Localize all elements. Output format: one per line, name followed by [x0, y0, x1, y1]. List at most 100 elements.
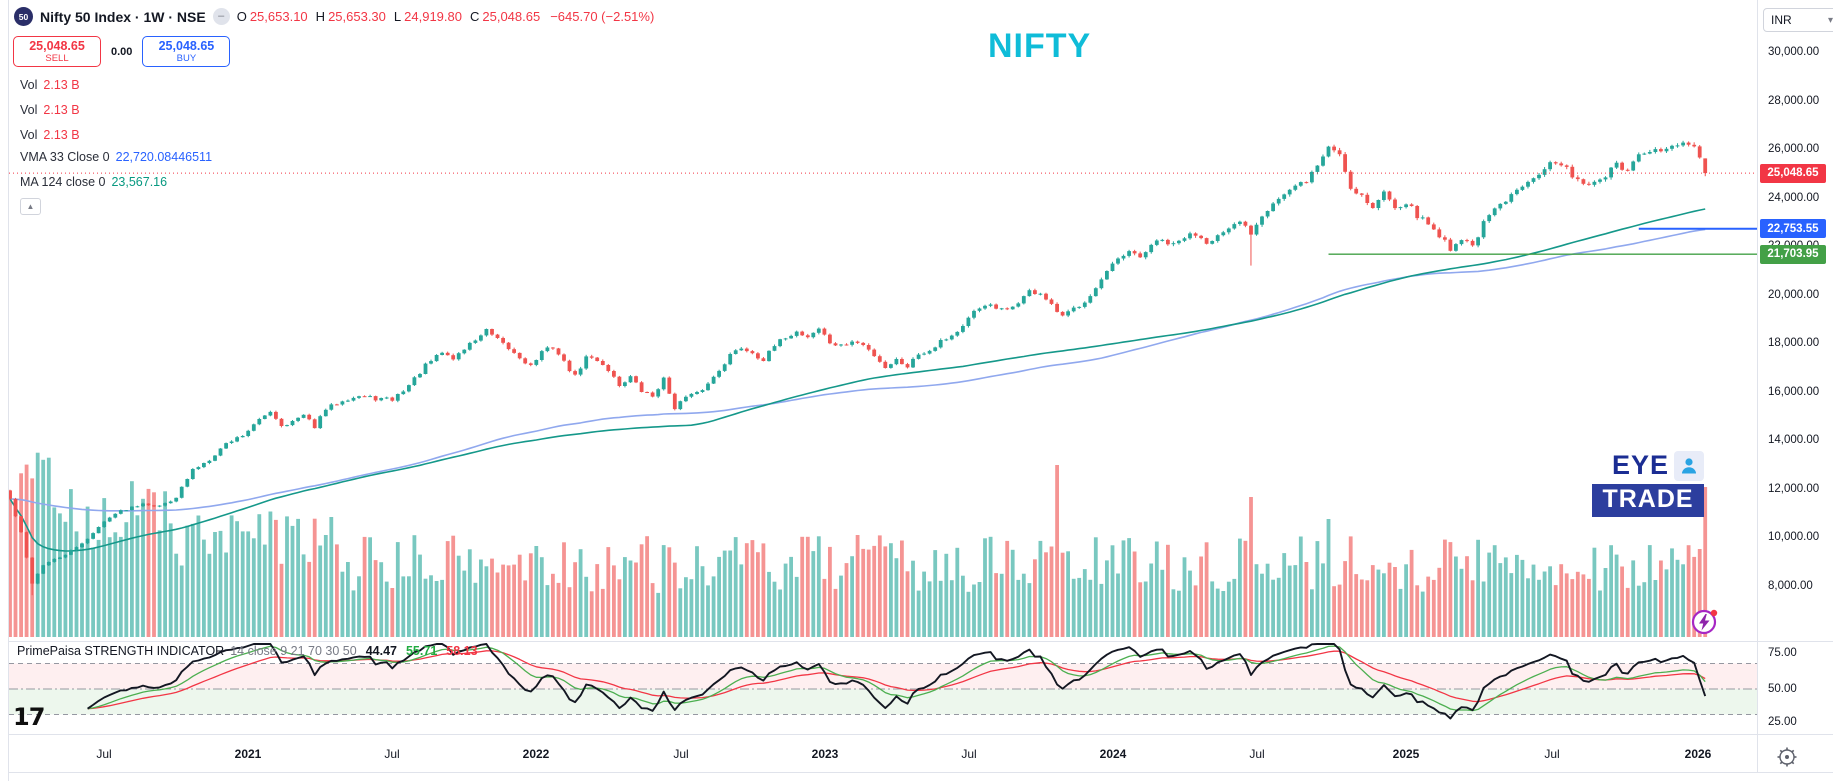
vma33-line[interactable]	[9, 228, 1706, 512]
price-axis-label: 14,000.00	[1768, 434, 1820, 446]
price-badge: 21,703.95	[1760, 244, 1826, 264]
legend-row[interactable]: MA 124 close 0 23,567.16	[20, 175, 167, 189]
symbol-title[interactable]: Nifty 50 Index · 1W · NSE	[40, 8, 206, 25]
price-axis-label: 30,000.00	[1768, 46, 1820, 58]
time-axis-label: 2025	[1392, 747, 1420, 761]
price-axis-label: 20,000.00	[1768, 288, 1820, 301]
legend-label: Vol	[20, 103, 38, 117]
collapse-legend-button[interactable]: ▲	[20, 198, 41, 215]
ohlc-values: O 25,653.10 H 25,653.30 L 24,919.80 C 25,048.65…	[237, 9, 655, 24]
legend-label: Vol	[20, 128, 38, 142]
symbol-logo: 50	[14, 7, 33, 26]
quick-trade-bolt-icon[interactable]	[1690, 606, 1720, 636]
time-axis-label: Jul	[1544, 747, 1560, 761]
logo-text-trade: TRADE	[1592, 484, 1704, 517]
ohlc-key: L	[393, 9, 402, 24]
bottom-separator	[0, 772, 1833, 773]
logo-text-eye: EYE	[1611, 450, 1669, 480]
ma124-line[interactable]	[9, 208, 1706, 552]
ohlc-value: 24,919.80	[404, 9, 462, 24]
indicator-value: 55.71	[405, 644, 438, 658]
ohlc-key: H	[315, 9, 326, 24]
time-axis-label: Jul	[673, 747, 689, 761]
price-axis-border	[1757, 0, 1758, 772]
gear-icon[interactable]	[1776, 746, 1798, 768]
indicator-axis-label: 50.00	[1768, 683, 1797, 695]
indicator-title: PrimePaisa STRENGTH INDICATOR	[17, 644, 225, 658]
indicator-value: 58.13	[446, 644, 478, 658]
legend-row[interactable]: Vol 2.13 B	[20, 78, 80, 92]
hide-indicator-icon[interactable]: –	[212, 8, 230, 25]
legend-row[interactable]: Vol 2.13 B	[20, 103, 80, 117]
strength-fast-line[interactable]	[87, 645, 1706, 712]
price-axis-label: 8,000.00	[1768, 579, 1813, 592]
time-axis-label: 2023	[811, 747, 839, 761]
sell-button[interactable]: 25,048.65 SELL	[13, 36, 101, 67]
spread-value: 0.00	[111, 45, 133, 58]
ohlc-value: 25,653.10	[249, 9, 308, 24]
legend-value: 23,567.16	[111, 175, 168, 189]
time-axis[interactable]: Jul 2021 Jul 2022 Jul 2023 Jul 2024 Jul 2025 Jul 20…	[0, 735, 1757, 772]
time-axis-label: 2026	[1684, 747, 1712, 761]
symbol-header: 50 Nifty 50 Index · 1W · NSE – O 25,653.1…	[14, 7, 654, 26]
legend-label: VMA 33 Close 0	[20, 150, 110, 164]
price-axis-label: 26,000.00	[1768, 143, 1820, 155]
legend-row[interactable]: VMA 33 Close 0 22,720.08446511	[20, 150, 212, 164]
price-axis-label: 24,000.00	[1768, 191, 1820, 204]
trade-panel: 25,048.65 SELL 0.00 25,048.65 BUY	[13, 36, 231, 67]
indicator-axis-label: 75.00	[1768, 647, 1797, 660]
time-axis-label: Jul	[1249, 747, 1265, 761]
price-badge: 22,753.55	[1760, 219, 1826, 239]
strength-main-line[interactable]	[87, 643, 1707, 720]
candlesticks	[8, 140, 1708, 596]
time-axis-label: Jul	[96, 747, 112, 761]
price-axis[interactable]: INR ▾ 30,000.00 28,000.00 26,000.00 24,000.…	[1758, 0, 1833, 733]
tradingview-logo: 17	[13, 703, 45, 731]
indicator-value: 44.47	[365, 644, 397, 658]
pane-separator[interactable]	[0, 641, 1833, 642]
volume-bars	[8, 452, 1708, 637]
time-axis-label: Jul	[961, 747, 977, 761]
price-axis-label: 10,000.00	[1768, 531, 1820, 543]
time-axis-label: 2021	[234, 747, 262, 761]
legend-value: 22,720.08446511	[115, 150, 213, 164]
price-axis-label: 28,000.00	[1768, 94, 1820, 107]
time-axis-label: Jul	[384, 747, 400, 761]
time-axis-label: 2022	[522, 747, 550, 761]
sell-price: 25,048.65	[29, 38, 85, 53]
person-icon	[1674, 450, 1704, 481]
ohlc-value: 25,048.65	[482, 9, 541, 24]
left-toolbar-edge	[0, 0, 9, 781]
legend-value: 2.13 B	[43, 128, 80, 142]
lower-band-fill	[9, 689, 1757, 715]
price-axis-label: 16,000.00	[1768, 385, 1820, 398]
legend-label: Vol	[20, 78, 38, 92]
ohlc-key: O	[236, 9, 247, 24]
price-badge: 25,048.65	[1760, 163, 1826, 183]
time-axis-label: 2024	[1099, 747, 1127, 761]
currency-dropdown[interactable]: INR ▾	[1763, 8, 1833, 32]
eyetrade-logo: EYE TRADE	[1592, 450, 1704, 517]
strength-indicator-legend[interactable]: PrimePaisa STRENGTH INDICATOR 14 close 9…	[17, 644, 478, 658]
price-axis-label: 18,000.00	[1768, 337, 1820, 349]
sell-label: SELL	[45, 52, 69, 64]
currency-label: INR	[1771, 13, 1792, 27]
chart-watermark: NIFTY	[988, 27, 1092, 65]
buy-label: BUY	[176, 52, 197, 64]
legend-label: MA 124 close 0	[20, 175, 106, 189]
upper-band-fill	[9, 663, 1757, 689]
change-value: −645.70 (−2.51%)	[550, 9, 655, 24]
indicator-axis-label: 25.00	[1768, 715, 1797, 728]
legend-value: 2.13 B	[43, 103, 80, 117]
legend-row[interactable]: Vol 2.13 B	[20, 128, 80, 142]
chevron-down-icon: ▾	[1827, 14, 1833, 26]
buy-button[interactable]: 25,048.65 BUY	[142, 36, 231, 67]
ohlc-key: C	[469, 9, 480, 24]
legend-value: 2.13 B	[43, 78, 80, 92]
indicator-params: 14 close 9 21 70 30 50	[230, 644, 357, 658]
buy-price: 25,048.65	[158, 38, 215, 53]
price-axis-label: 12,000.00	[1768, 482, 1820, 495]
axis-separator	[0, 734, 1833, 735]
